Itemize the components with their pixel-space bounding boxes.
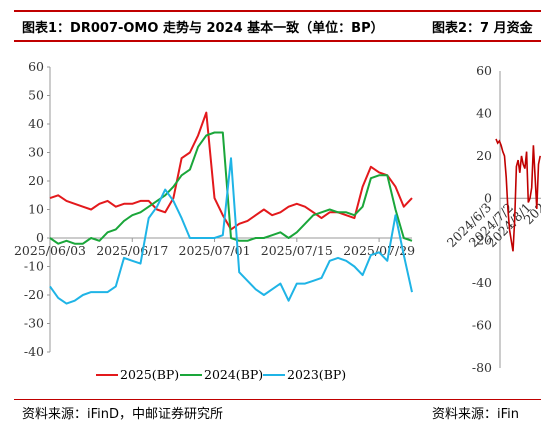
chart1-x-tick-label: 2025/07/29 <box>343 243 415 258</box>
chart1-y-tick-label: -10 <box>24 259 44 274</box>
chart1-x-tick-label: 2025/06/17 <box>96 243 168 258</box>
footer-rule <box>14 399 541 400</box>
chart1-x-tick-label: 2025/07/15 <box>261 243 333 258</box>
chart1-y-tick-label: 40 <box>28 116 44 131</box>
chart1-y-tick-label: 10 <box>28 202 44 217</box>
chart1-y-tick-label: 30 <box>28 145 44 160</box>
legend-label-1: 2025(BP) <box>120 367 179 382</box>
chart1-y-tick-label: -30 <box>24 316 44 331</box>
chart1-y-tick-label: 0 <box>36 230 44 245</box>
chart1-y-tick-label: -20 <box>24 287 44 302</box>
legend-label-3: 2023(BP) <box>287 367 346 382</box>
chart1-series-2-line <box>49 131 413 245</box>
chart2-source: 资料来源：iFin <box>432 407 519 422</box>
chart2-y-tick-label: -40 <box>472 275 492 290</box>
chart2-y-tick-label: 40 <box>476 105 492 120</box>
chart1-y-tick-label: 20 <box>28 173 44 188</box>
chart2-y-tick-label: 60 <box>476 63 492 78</box>
chart1-series-3-line <box>49 157 413 305</box>
top-rule <box>14 10 541 12</box>
chart1-x-tick-label: 2025/07/01 <box>179 243 251 258</box>
chart1-source: 资料来源：iFinD，中邮证券研究所 <box>22 407 224 422</box>
chart2-title: 图表2：7 月资金 <box>432 21 533 36</box>
chart1-x-tick-label: 2025/06/03 <box>14 243 86 258</box>
chart2-y-tick-label: 20 <box>476 148 492 163</box>
chart2-y-tick-label: -20 <box>472 233 492 248</box>
chart1-y-tick-label: 60 <box>28 59 44 74</box>
chart1-y-tick-label: -40 <box>24 344 44 359</box>
chart2-y-tick-label: -80 <box>472 360 492 375</box>
header-rule <box>14 40 541 42</box>
legend-label-2: 2024(BP) <box>204 367 263 382</box>
chart2-y-tick-label: -60 <box>472 318 492 333</box>
chart1-title: 图表1：DR007-OMO 走势与 2024 基本一致（单位：BP） <box>22 21 384 36</box>
chart2-y-tick-label: 0 <box>484 190 492 205</box>
chart1-y-tick-label: 50 <box>28 88 44 103</box>
chart2-series-line <box>495 138 541 252</box>
chart-area: -40 -30 -20 -10 0 10 20 30 40 50 60 2025/06/03 2025/… <box>14 59 541 382</box>
